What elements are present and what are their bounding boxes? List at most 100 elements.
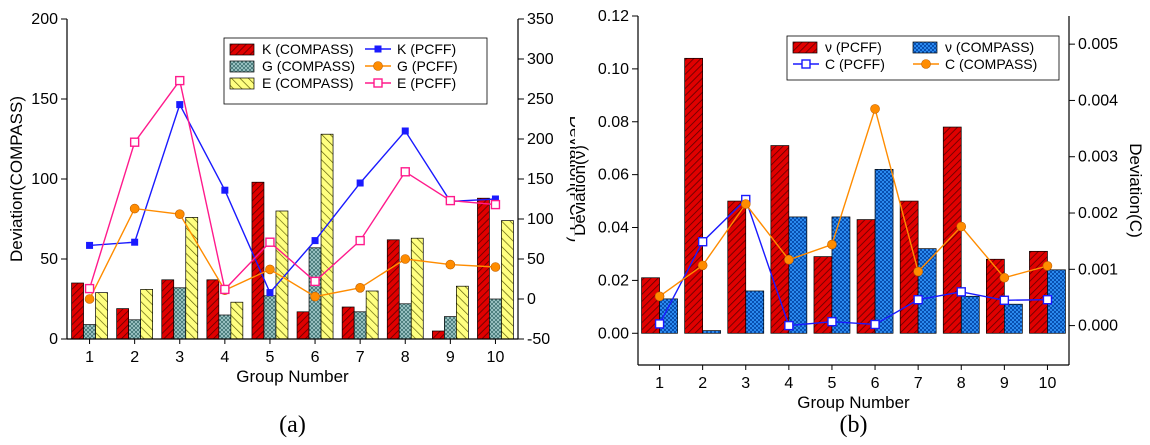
bar--compass--8: [960, 295, 980, 334]
bar-g-compass--8: [398, 303, 412, 340]
y-tick-label: 0.06: [598, 167, 629, 184]
line-e-pcff-: [88, 78, 496, 291]
x-axis-label: Group Number: [797, 393, 910, 412]
point-e-pcff--2: [129, 137, 140, 147]
point-g-pcff--10: [490, 262, 501, 272]
x-axis-label: Group Number: [236, 367, 349, 386]
bar--pcff--2: [684, 57, 704, 334]
x-tick-label: 7: [356, 349, 365, 366]
point-e-pcff--1: [84, 283, 95, 294]
legend-box: [223, 37, 488, 105]
point-g-pcff--2: [129, 203, 140, 214]
point-k-pcff--5: [266, 289, 274, 297]
legend-label: C (COMPASS): [945, 56, 1037, 72]
legend-swatch: [792, 41, 818, 54]
y2-tick-label: 150: [527, 171, 554, 188]
point-c-pcff--4: [784, 320, 794, 331]
point-c-pcff--10: [1042, 295, 1053, 305]
chart-b: 0.00 0.02 0.04 0.06 0.08 0.10 0.12 0.000 0.001 0.…: [575, 8, 1145, 438]
legend-label: E (COMPASS): [262, 75, 354, 91]
point-g-pcff--9: [445, 259, 456, 270]
bar-k-compass--6: [296, 311, 310, 340]
point-g-pcff--7: [355, 282, 365, 293]
y2-axis-label: Deviation(C): [1126, 143, 1145, 237]
y2-tick-label: 0.003: [1078, 149, 1118, 166]
bar-e-compass--9: [456, 285, 469, 340]
bar-g-compass--1: [83, 324, 96, 340]
legend-label: K (COMPASS): [262, 41, 354, 57]
x-tick-label: 9: [1000, 375, 1009, 392]
bar--compass--6: [874, 168, 894, 334]
line-c-pcff-: [658, 198, 1048, 327]
y-axis-label: Deviation(ν): [575, 145, 589, 236]
bar-k-compass--7: [341, 306, 355, 340]
point-c-pcff--8: [956, 287, 966, 297]
legend-label: G (PCFF): [397, 58, 458, 74]
bar--compass--9: [1004, 303, 1023, 334]
point-c-compass--6: [870, 104, 880, 114]
bar--pcff--3: [727, 200, 747, 334]
point-c-compass--10: [1042, 261, 1053, 271]
bar--pcff--6: [856, 219, 876, 334]
y-tick-label: 0.02: [598, 272, 629, 289]
bar-k-compass--3: [161, 279, 175, 340]
legend-label: ν (PCFF): [825, 39, 882, 55]
y-tick-label: 100: [31, 171, 58, 188]
bar-g-compass--3: [173, 287, 187, 340]
bar-k-compass--10: [477, 197, 490, 340]
y-tick-label: 0.00: [598, 325, 629, 342]
y2-tick-label: 0: [527, 291, 536, 308]
point-k-pcff--8: [401, 127, 409, 135]
point-c-compass--5: [827, 239, 837, 250]
y2-tick-label: 100: [527, 211, 554, 228]
point-c-compass--7: [913, 266, 923, 277]
point-c-compass--9: [999, 272, 1010, 283]
point-e-pcff--7: [355, 235, 365, 246]
legend-label: C (PCFF): [825, 56, 885, 72]
legend-label: K (PCFF): [397, 41, 456, 57]
bar-e-compass--2: [140, 289, 153, 340]
legend: ν (PCFF) ν (COMPASS) C (PCFF) C (COMPASS): [786, 35, 1060, 81]
y2-tick-label: 250: [527, 91, 554, 108]
point-k-pcff--6: [311, 237, 319, 245]
legend-marker: [921, 59, 931, 69]
point-e-pcff--4: [220, 284, 230, 295]
bar--compass--3: [745, 290, 765, 334]
line-g-pcff-: [88, 207, 496, 300]
y-tick-label: 200: [31, 11, 58, 28]
bar-g-compass--5: [263, 295, 277, 340]
point-c-compass--4: [784, 254, 794, 265]
point-k-pcff--2: [131, 238, 139, 246]
caption: (a): [279, 412, 306, 438]
y2-tick-label: 0.005: [1078, 36, 1118, 53]
x-tick-label: 8: [401, 349, 410, 366]
x-tick-label: 5: [827, 375, 836, 392]
y-tick-label: 0.10: [598, 61, 629, 78]
point-g-pcff--3: [174, 209, 185, 219]
bar-k-compass--9: [432, 330, 445, 340]
point-g-pcff--1: [84, 294, 95, 304]
y2-tick-label: 50: [527, 251, 545, 268]
point-c-compass--2: [697, 260, 708, 271]
legend-marker: [801, 59, 811, 69]
x-tick-label: 9: [446, 349, 455, 366]
x-tick-label: 1: [655, 375, 664, 392]
bar-e-compass--10: [501, 220, 514, 340]
caption: (b): [840, 412, 868, 438]
legend-swatch: [229, 77, 255, 90]
point-c-pcff--9: [999, 295, 1010, 305]
point-c-pcff--5: [827, 316, 837, 327]
y2-tick-label: 0.002: [1078, 205, 1118, 222]
x-tick-label: 4: [784, 375, 793, 392]
point-k-pcff--4: [221, 186, 229, 194]
x-tick-label: 2: [130, 349, 139, 366]
x-tick-label: 10: [487, 349, 505, 366]
point-e-pcff--3: [175, 75, 185, 86]
y2-tick-label: 0.000: [1078, 318, 1118, 335]
legend-label: G (COMPASS): [262, 58, 355, 74]
y-tick-label: 0.08: [598, 114, 629, 131]
legend-label: E (PCFF): [397, 75, 456, 91]
bar-g-compass--4: [218, 314, 232, 340]
bar-e-compass--8: [410, 237, 424, 340]
point-c-compass--3: [740, 199, 751, 209]
